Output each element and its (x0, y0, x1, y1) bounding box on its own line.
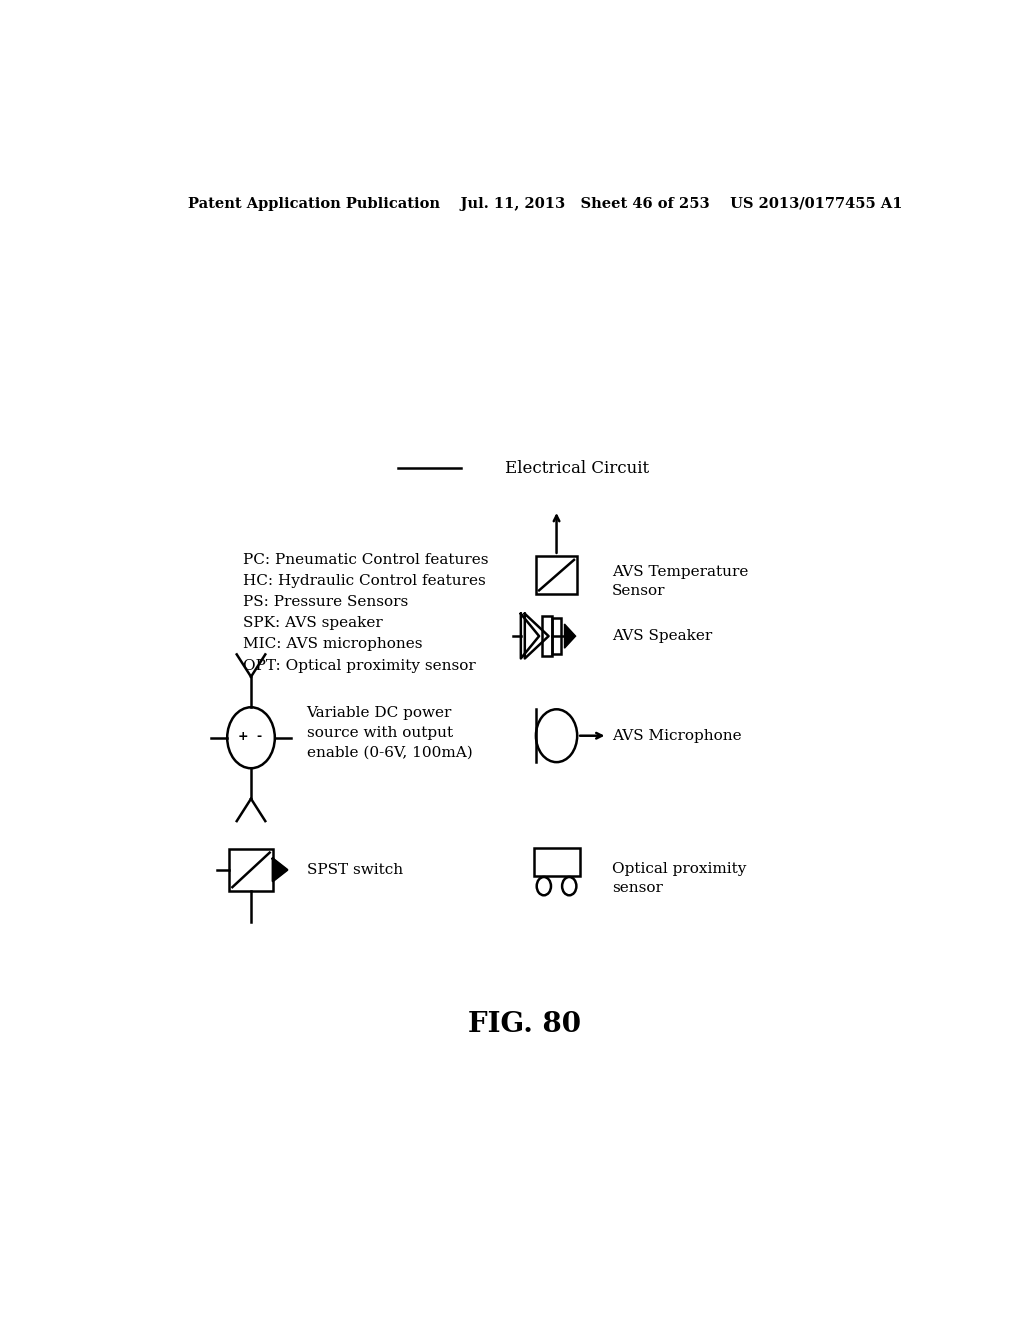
Text: AVS Temperature
Sensor: AVS Temperature Sensor (612, 565, 749, 598)
Text: Electrical Circuit: Electrical Circuit (505, 459, 649, 477)
Text: AVS Speaker: AVS Speaker (612, 630, 713, 643)
Bar (534, 847, 580, 876)
Text: Patent Application Publication    Jul. 11, 2013   Sheet 46 of 253    US 2013/017: Patent Application Publication Jul. 11, … (187, 197, 902, 211)
Text: SPST switch: SPST switch (306, 863, 402, 876)
Text: PC: Pneumatic Control features
HC: Hydraulic Control features
PS: Pressure Senso: PC: Pneumatic Control features HC: Hydra… (243, 553, 488, 672)
Text: Optical proximity
sensor: Optical proximity sensor (612, 862, 746, 895)
Text: FIG. 80: FIG. 80 (468, 1011, 582, 1038)
Polygon shape (564, 624, 575, 648)
Text: Variable DC power
source with output
enable (0-6V, 100mA): Variable DC power source with output ena… (306, 706, 472, 759)
Polygon shape (272, 859, 287, 880)
Bar (543, 616, 552, 656)
Bar (229, 849, 272, 891)
Text: +: + (238, 730, 249, 743)
Bar (536, 556, 578, 594)
Text: -: - (256, 730, 261, 743)
Bar (552, 618, 561, 653)
Text: AVS Microphone: AVS Microphone (612, 729, 741, 743)
